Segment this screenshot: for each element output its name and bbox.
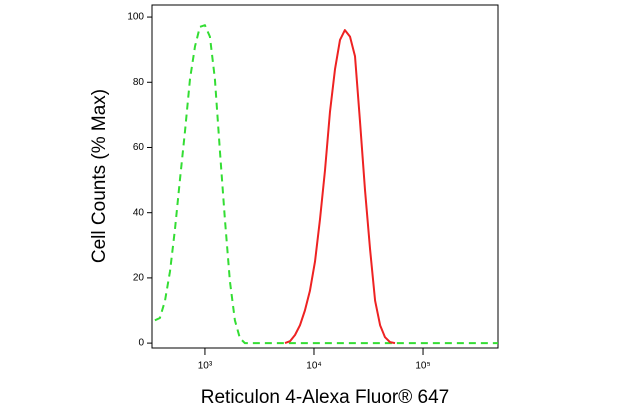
- series-line: [284, 29, 396, 345]
- y-tick-label: 80: [133, 77, 145, 88]
- x-tick-label: 10⁵: [415, 361, 430, 372]
- y-tick-label: 20: [133, 273, 145, 284]
- y-tick-label: 40: [133, 207, 145, 218]
- x-tick-label: 10⁴: [306, 361, 321, 372]
- x-tick-label: 10³: [198, 361, 213, 372]
- y-tick-label: 0: [138, 338, 144, 349]
- series-line: [154, 24, 498, 345]
- y-tick-label: 60: [133, 142, 145, 153]
- plot-frame: [151, 4, 499, 349]
- y-tick-label: 100: [127, 12, 144, 23]
- x-axis-title: Reticulon 4-Alexa Fluor® 647: [201, 387, 449, 408]
- y-axis-title: Cell Counts (% Max): [89, 89, 110, 263]
